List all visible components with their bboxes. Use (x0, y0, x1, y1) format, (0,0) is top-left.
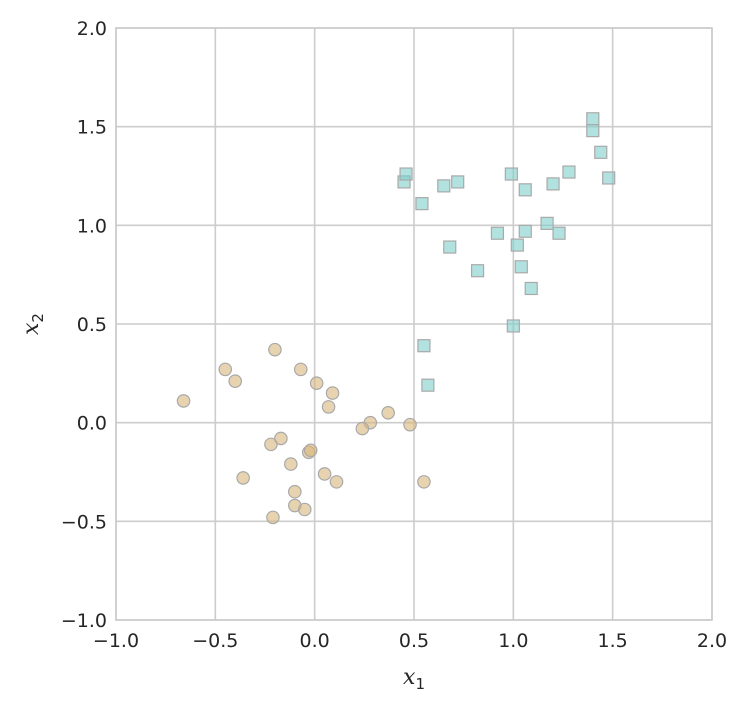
circle-point (317, 467, 332, 481)
square-point (415, 197, 429, 211)
x-tick-label: 0.0 (300, 630, 330, 652)
y-tick-label: 1.5 (77, 117, 107, 139)
square-point (451, 175, 465, 189)
circle-point (218, 362, 233, 377)
data-points (176, 112, 616, 525)
plot-frame (115, 27, 713, 621)
y-tick-label: −0.5 (61, 511, 107, 533)
x-axis-label-sub: 1 (415, 675, 425, 693)
square-point (399, 167, 413, 181)
y-axis-label-main: x (19, 322, 44, 335)
circle-point (297, 502, 312, 517)
x-tick-label: −0.5 (192, 630, 238, 652)
square-point (443, 240, 457, 254)
circle-point (268, 342, 282, 357)
square-point (510, 238, 524, 252)
square-point (586, 112, 600, 126)
circle-point (287, 484, 302, 499)
y-axis-label: x2 (19, 313, 47, 335)
circle-point (309, 376, 324, 390)
circle-point (303, 443, 318, 458)
square-point (540, 216, 554, 230)
circle-point (325, 386, 340, 400)
square-point (552, 226, 566, 240)
y-tick-label: 0.0 (77, 413, 107, 435)
x-tick-label: 0.5 (399, 630, 429, 652)
circle-point (274, 431, 288, 446)
circle-point (264, 437, 278, 452)
x-tick-label: 2.0 (697, 630, 727, 652)
square-point (470, 264, 485, 278)
circle-point (236, 471, 250, 485)
square-point (437, 179, 451, 193)
circle-point (228, 374, 242, 389)
square-point (518, 224, 532, 238)
y-tick-label: 2.0 (77, 18, 107, 40)
square-point (506, 319, 520, 333)
square-point (417, 339, 431, 353)
y-axis-label-sub: 2 (29, 313, 47, 323)
y-tick-label: 1.0 (77, 215, 107, 237)
circle-point (293, 362, 308, 377)
x-tick-labels: −1.0 −0.5 0.0 0.5 1.0 1.5 2.0 (93, 630, 727, 652)
x-axis-label-main: x (403, 665, 416, 690)
square-point (546, 177, 560, 191)
x-tick-label: −1.0 (93, 630, 139, 652)
x-axis-label: x1 (403, 665, 425, 693)
y-tick-labels: −1.0 −0.5 0.0 0.5 1.0 1.5 2.0 (61, 18, 107, 632)
x-tick-label: 1.5 (598, 630, 628, 652)
circle-point (321, 400, 336, 414)
circle-point (176, 394, 191, 408)
circle-point (284, 457, 298, 471)
circle-point (329, 475, 344, 489)
circle-point (355, 421, 370, 436)
circle-point (266, 510, 280, 525)
square-point (594, 145, 608, 159)
y-tick-label: 0.5 (77, 314, 107, 336)
y-tick-label: −1.0 (61, 610, 107, 632)
circle-point (381, 405, 395, 420)
square-point (504, 167, 518, 181)
square-point (602, 171, 616, 185)
x-tick-label: 1.0 (498, 630, 528, 652)
square-point (586, 124, 600, 138)
square-point (518, 183, 532, 197)
circle-point (417, 475, 431, 489)
square-point (514, 260, 528, 274)
circle-point (403, 417, 417, 432)
square-point (562, 165, 576, 179)
square-point (421, 378, 435, 392)
square-point (524, 281, 538, 296)
square-point (490, 226, 505, 240)
